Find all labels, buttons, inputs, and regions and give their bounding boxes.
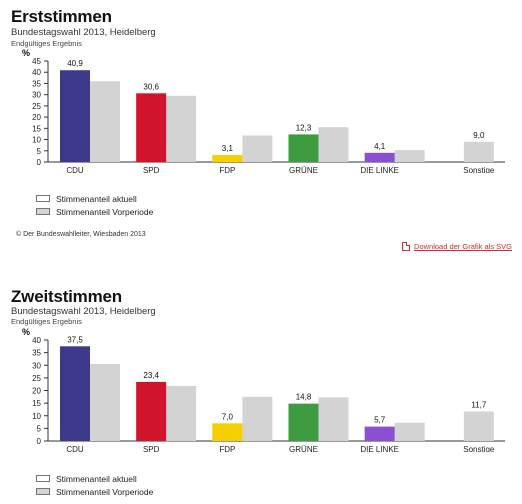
x-tick-label-spd: SPD	[143, 166, 160, 173]
data-label-current-die-linke: 5,7	[374, 416, 386, 425]
bar-previous-fdp	[242, 135, 273, 162]
x-tick-label-grüne: GRÜNE	[289, 166, 318, 173]
y-tick-label: 30	[32, 91, 41, 100]
chart-legend: Stimmenanteil aktuell Stimmenanteil Vorp…	[36, 192, 153, 218]
y-tick-label: 5	[37, 147, 42, 156]
bar-previous-cdu	[90, 81, 120, 162]
zweitstimmen-chart: % 0 5 10 15 20 25 30 35 40 37,5 CDU 23,4 SPD 7,0 FDP 14,…	[22, 327, 505, 452]
chart-note: Endgültiges Ergebnis	[11, 317, 82, 326]
legend-item-previous: Stimmenanteil Vorperiode	[36, 205, 153, 218]
data-label-previous-sonstige: 9,0	[473, 131, 485, 140]
legend-swatch-previous	[36, 208, 50, 215]
zweitstimmen-panel: Zweitstimmen Bundestagswahl 2013, Heidel…	[0, 280, 522, 504]
chart-title: Zweitstimmen	[11, 287, 122, 306]
bar-previous-sonstige	[463, 141, 494, 162]
bar-current-spd	[136, 93, 167, 162]
chart-subtitle: Bundestagswahl 2013, Heidelberg	[11, 27, 156, 38]
y-axis-label: %	[22, 327, 30, 337]
bar-previous-spd	[166, 385, 197, 441]
x-tick-label-spd: SPD	[143, 445, 160, 452]
x-tick-label-die-linke: DIE LINKE	[360, 166, 399, 173]
y-tick-label: 30	[32, 361, 41, 370]
bar-current-die-linke	[364, 426, 395, 441]
y-tick-label: 5	[37, 424, 42, 433]
legend-item-current: Stimmenanteil aktuell	[36, 192, 153, 205]
bar-current-grüne	[288, 403, 319, 441]
x-tick-label-sonstige: Sonstige	[463, 445, 495, 452]
x-tick-label-die-linke: DIE LINKE	[360, 445, 399, 452]
chart-note: Endgültiges Ergebnis	[11, 39, 82, 48]
y-tick-label: 0	[37, 158, 42, 167]
bar-current-grüne	[288, 134, 319, 162]
x-tick-label-cdu: CDU	[66, 166, 84, 173]
download-svg-label: Download der Grafik als SVG	[414, 242, 512, 251]
chart-title: Erststimmen	[11, 7, 112, 26]
bar-current-die-linke	[364, 152, 395, 162]
data-label-current-grüne: 12,3	[296, 123, 312, 132]
data-label-current-die-linke: 4,1	[374, 142, 386, 151]
x-tick-label-fdp: FDP	[219, 166, 235, 173]
legend-swatch-current	[36, 475, 50, 482]
bar-previous-fdp	[242, 396, 273, 441]
data-label-current-spd: 30,6	[143, 82, 159, 91]
y-tick-label: 40	[32, 336, 41, 345]
y-tick-label: 10	[32, 136, 41, 145]
y-tick-label: 25	[32, 374, 41, 383]
data-label-current-grüne: 14,8	[296, 393, 312, 402]
legend-label-current: Stimmenanteil aktuell	[56, 193, 137, 204]
x-tick-label-cdu: CDU	[66, 445, 84, 452]
data-label-current-fdp: 3,1	[222, 144, 234, 153]
legend-item-current: Stimmenanteil aktuell	[36, 472, 153, 485]
data-label-previous-sonstige: 11,7	[471, 400, 487, 409]
legend-item-previous: Stimmenanteil Vorperiode	[36, 485, 153, 498]
y-tick-label: 35	[32, 349, 41, 358]
bar-current-cdu	[60, 346, 90, 441]
chart-legend: Stimmenanteil aktuell Stimmenanteil Vorp…	[36, 472, 153, 498]
bar-previous-grüne	[318, 127, 349, 162]
data-label-current-fdp: 7,0	[222, 412, 234, 421]
download-svg-link[interactable]: Download der Grafik als SVG	[402, 242, 512, 251]
copyright-text: © Der Bundeswahlleiter, Wiesbaden 2013	[16, 231, 146, 238]
bar-previous-cdu	[90, 363, 120, 441]
x-tick-label-grüne: GRÜNE	[289, 445, 318, 452]
bar-previous-spd	[166, 95, 197, 162]
legend-swatch-current	[36, 195, 50, 202]
erststimmen-chart: % 0 5 10 15 20 25 30 35 40 45 40,9 CDU 30,6 SPD 3,1 FDP 1…	[22, 48, 505, 173]
legend-label-current: Stimmenanteil aktuell	[56, 473, 137, 484]
legend-swatch-previous	[36, 488, 50, 495]
bar-previous-die-linke	[394, 422, 425, 441]
y-tick-label: 40	[32, 68, 41, 77]
data-label-current-spd: 23,4	[143, 371, 159, 380]
bar-previous-die-linke	[394, 150, 425, 162]
y-axis-label: %	[22, 48, 30, 58]
legend-label-previous: Stimmenanteil Vorperiode	[56, 486, 154, 497]
y-tick-label: 10	[32, 412, 41, 421]
bar-current-fdp	[212, 155, 243, 162]
y-tick-label: 35	[32, 79, 41, 88]
bar-current-fdp	[212, 423, 243, 441]
y-tick-label: 45	[32, 57, 41, 66]
x-tick-label-fdp: FDP	[219, 445, 235, 452]
chart-subtitle: Bundestagswahl 2013, Heidelberg	[11, 306, 156, 317]
document-icon	[402, 242, 411, 251]
bar-current-cdu	[60, 70, 90, 162]
bar-current-spd	[136, 381, 167, 441]
y-tick-label: 0	[37, 437, 42, 446]
y-tick-label: 15	[32, 399, 41, 408]
data-label-current-cdu: 37,5	[67, 335, 83, 344]
bar-previous-sonstige	[463, 411, 494, 441]
y-tick-label: 25	[32, 102, 41, 111]
data-label-current-cdu: 40,9	[67, 59, 83, 68]
y-tick-label: 20	[32, 387, 41, 396]
x-tick-label-sonstige: Sonstige	[463, 166, 495, 173]
y-tick-label: 20	[32, 113, 41, 122]
bar-previous-grüne	[318, 397, 349, 441]
erststimmen-panel: Erststimmen Bundestagswahl 2013, Heidelb…	[11, 7, 512, 251]
legend-label-previous: Stimmenanteil Vorperiode	[56, 206, 154, 217]
y-tick-label: 15	[32, 124, 41, 133]
